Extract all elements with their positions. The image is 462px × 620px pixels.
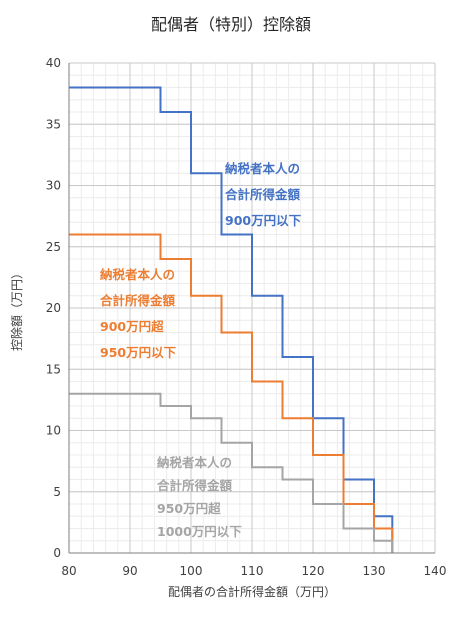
y-tick-label: 10 <box>46 424 61 438</box>
x-tick-label: 80 <box>61 564 76 578</box>
series-line-2 <box>69 233 394 553</box>
x-tick-label: 100 <box>180 564 203 578</box>
y-tick-label: 25 <box>46 240 61 254</box>
annotation-line: 納税者本人の <box>157 455 232 470</box>
y-tick-label: 15 <box>46 362 61 376</box>
annotation-line: 合計所得金額 <box>157 478 233 493</box>
annotation-line: 合計所得金額 <box>100 293 176 308</box>
y-tick-label: 30 <box>46 179 61 193</box>
annotation-line: 納税者本人の <box>100 267 175 282</box>
x-tick-label: 140 <box>424 564 447 578</box>
x-tick-label: 130 <box>363 564 386 578</box>
annotation-line: 950万円超 <box>157 501 221 516</box>
series-line-3 <box>69 392 394 553</box>
annotation-line: 1000万円以下 <box>157 524 242 539</box>
y-tick-label: 20 <box>46 301 61 315</box>
y-tick-label: 5 <box>53 485 61 499</box>
series-line-1 <box>69 86 394 553</box>
series-lines <box>69 86 394 553</box>
annotation-line: 納税者本人の <box>225 161 300 176</box>
y-tick-label: 40 <box>46 56 61 70</box>
x-tick-label: 120 <box>302 564 325 578</box>
grid <box>68 62 436 554</box>
annotations: 納税者本人の合計所得金額900万円以下納税者本人の合計所得金額900万円超950… <box>100 161 302 539</box>
annotation-line: 900万円以下 <box>225 213 302 228</box>
annotation-line: 950万円以下 <box>100 345 177 360</box>
annotation-line: 合計所得金額 <box>225 187 301 202</box>
axes <box>68 63 435 554</box>
chart-title: 配偶者（特別）控除額 <box>151 15 311 34</box>
tick-labels: 80 90 100 110 120 130 140 0 5 10 15 20 25 30 35 40 <box>46 56 447 578</box>
y-tick-label: 35 <box>46 117 61 131</box>
x-tick-label: 110 <box>241 564 264 578</box>
x-axis-title: 配偶者の合計所得金額（万円） <box>168 584 336 599</box>
y-axis-title: 控除額（万円） <box>9 267 24 351</box>
annotation-line: 900万円超 <box>100 319 164 334</box>
y-tick-label: 0 <box>53 546 61 560</box>
x-tick-label: 90 <box>122 564 137 578</box>
